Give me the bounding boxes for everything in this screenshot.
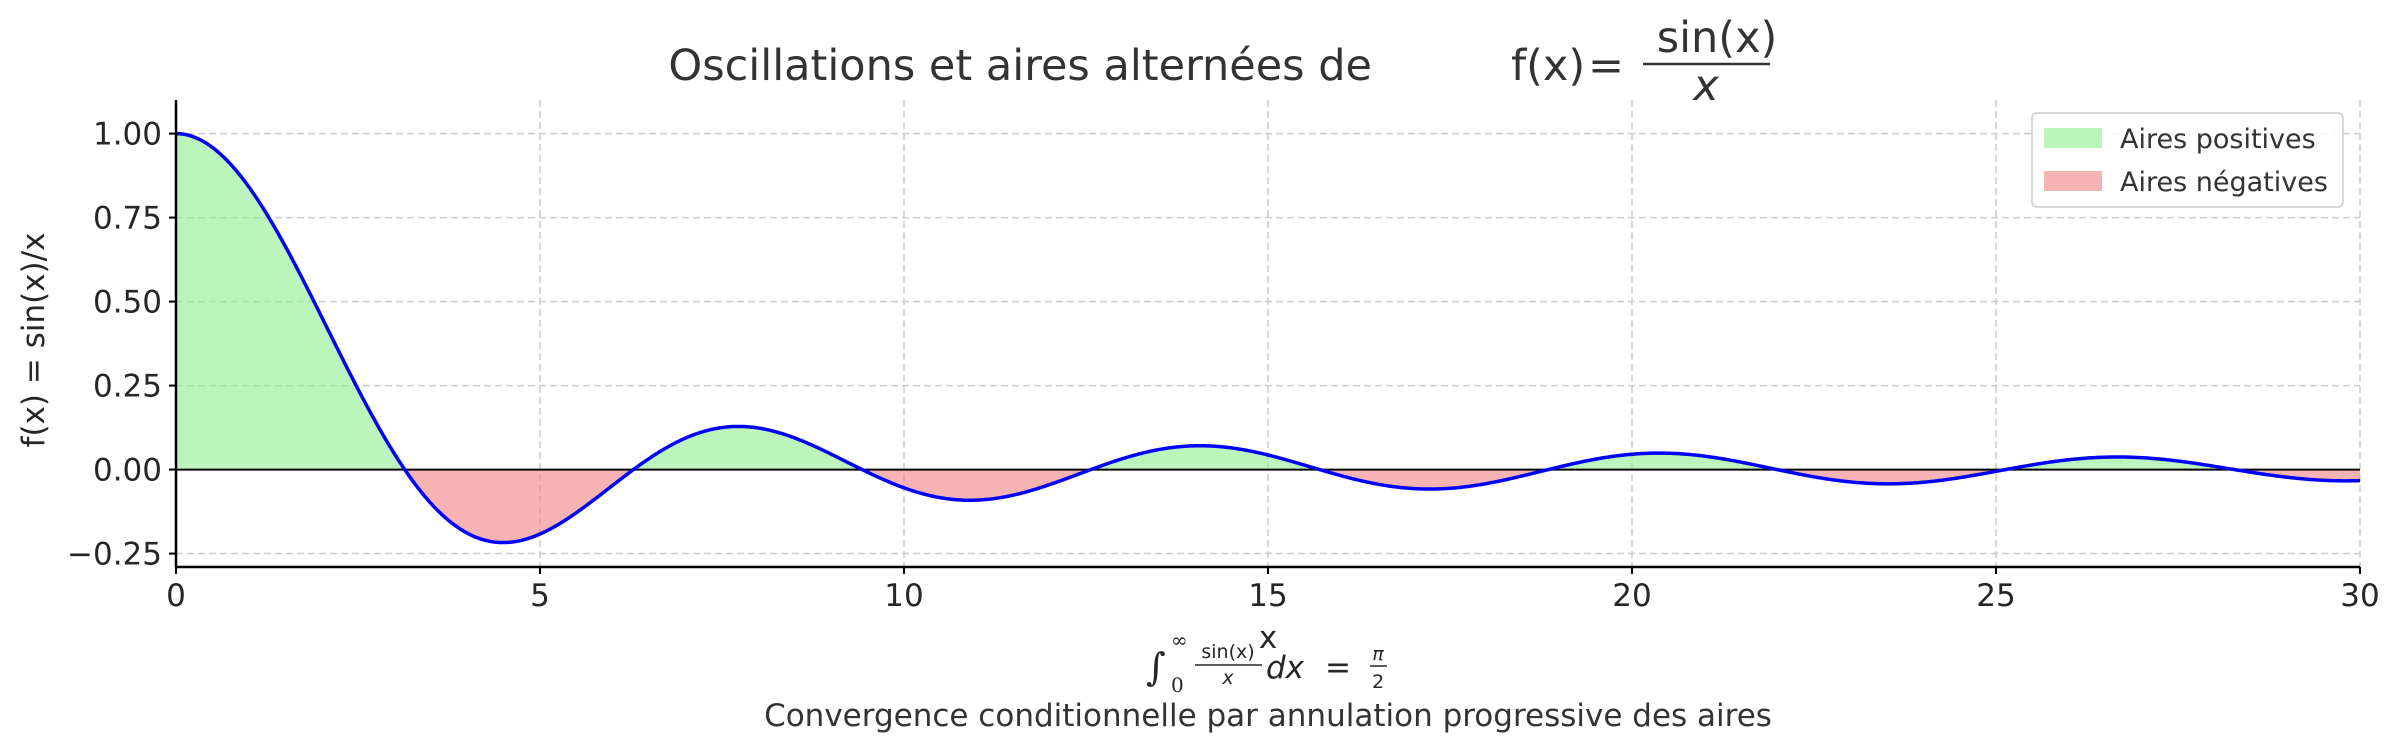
integral-dx: dx	[1266, 650, 1305, 686]
legend-label-positive: Aires positives	[2120, 124, 2316, 155]
integral-numerator: sin(x)	[1201, 641, 1254, 663]
y-tick-label: 1.00	[93, 117, 162, 153]
positive-area	[2005, 456, 2235, 470]
x-tick-label: 20	[1612, 578, 1651, 614]
legend-swatch-positive	[2044, 128, 2102, 148]
negative-area	[1319, 469, 1549, 490]
title-numerator: sin(x)	[1657, 13, 1778, 63]
integral-rhs-numerator: π	[1372, 643, 1384, 665]
positive-area	[1090, 445, 1320, 470]
positive-area	[1548, 453, 1777, 470]
negative-area	[404, 469, 634, 543]
integral-rhs-denominator: 2	[1372, 671, 1384, 693]
grid	[176, 100, 2361, 567]
legend-frame	[2031, 112, 2344, 208]
title-text: Oscillations et aires alternées de	[668, 41, 1372, 91]
integral-eq: =	[1325, 650, 1351, 686]
x-tick-label: 10	[884, 578, 923, 614]
integral-lower: 0	[1171, 673, 1184, 697]
x-tick-label: 5	[530, 578, 550, 614]
legend-swatch-negative	[2044, 171, 2102, 191]
y-tick-label: 0.50	[93, 285, 162, 321]
negative-area	[2234, 469, 2360, 481]
title-lhs: f(x)	[1511, 41, 1585, 91]
legend-label-negative: Aires négatives	[2120, 167, 2328, 198]
chart-title: Oscillations et aires alternées de f(x) …	[668, 13, 1777, 111]
integral-formula: ∫ 0 ∞ sin(x) x dx = π 2	[1146, 628, 1387, 697]
negative-area	[1776, 469, 2006, 484]
x-tick-label: 0	[166, 578, 186, 614]
sinc-curve	[175, 131, 2361, 545]
x-tick-label: 15	[1248, 578, 1287, 614]
legend: Aires positives Aires négatives	[2031, 112, 2344, 208]
title-denominator: x	[1691, 61, 1719, 111]
y-ticks: −0.25 0.00 0.25 0.50 0.75 1.00	[67, 117, 176, 573]
integral-denominator: x	[1221, 667, 1234, 689]
x-tick-label: 25	[1976, 578, 2015, 614]
y-tick-label: 0.00	[93, 453, 162, 489]
y-tick-label: 0.75	[93, 201, 162, 237]
y-axis-label: f(x) = sin(x)/x	[16, 233, 52, 448]
integral-upper: ∞	[1171, 628, 1188, 652]
y-tick-label: 0.25	[93, 369, 162, 405]
y-tick-label: −0.25	[67, 537, 162, 573]
area-fills	[176, 133, 2360, 543]
title-eq: =	[1588, 41, 1624, 91]
positive-area	[176, 133, 405, 470]
integral-sign: ∫	[1146, 645, 1166, 689]
chart-caption: Convergence conditionnelle par annulatio…	[764, 698, 1772, 734]
x-ticks: 0 5 10 15 20 25 30	[166, 567, 2380, 614]
x-axis-label: x	[1259, 620, 1277, 656]
x-tick-label: 30	[2340, 578, 2379, 614]
